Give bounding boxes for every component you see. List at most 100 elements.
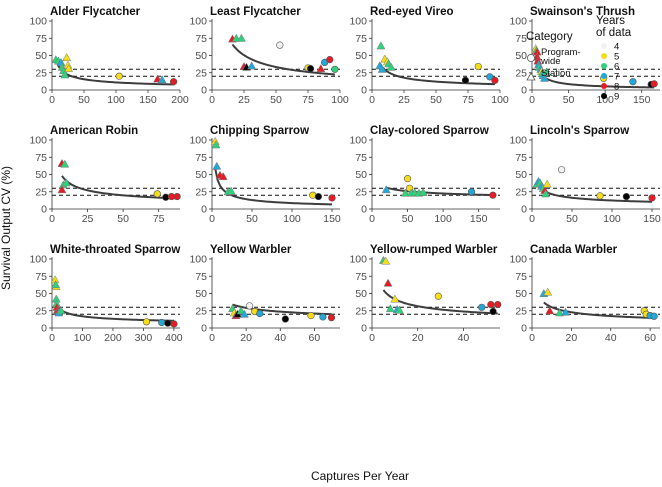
- x-tick-label: 20: [566, 332, 578, 344]
- station-point: [56, 306, 66, 315]
- program-wide-point: [489, 307, 497, 316]
- x-tick-label: 100: [331, 94, 349, 106]
- y-tick-label: 100: [349, 135, 367, 147]
- program-wide-point: [327, 314, 336, 322]
- fit-curve: [214, 168, 333, 206]
- x-tick-label: 50: [270, 94, 282, 106]
- y-tick-label: 0: [361, 323, 367, 335]
- x-tick-label: 75: [462, 94, 474, 106]
- x-tick-label: 60: [644, 332, 656, 344]
- y-tick-label: 25: [515, 305, 527, 317]
- legend-years-title: Years: [596, 15, 625, 27]
- x-tick-label: 0: [529, 94, 535, 106]
- x-tick-label: 400: [165, 332, 183, 344]
- x-axis-label: Captures Per Year: [311, 469, 409, 483]
- y-tick-label: 75: [355, 152, 367, 164]
- station-point: [541, 189, 551, 198]
- y-tick-label: 100: [189, 16, 207, 28]
- program-wide-point: [461, 76, 470, 84]
- x-tick-label: 50: [246, 213, 258, 225]
- x-tick-label: 150: [633, 94, 651, 106]
- y-tick-label: 50: [35, 50, 47, 62]
- station-point: [60, 70, 70, 79]
- panel-title: Canada Warbler: [530, 244, 618, 256]
- y-tick-label: 25: [355, 305, 367, 317]
- x-tick-label: 25: [82, 213, 94, 225]
- y-tick-label: 50: [515, 50, 527, 62]
- station-point: [218, 172, 228, 181]
- x-tick-label: 100: [434, 213, 452, 225]
- station-point: [381, 256, 391, 265]
- x-tick-label: 75: [302, 94, 314, 106]
- y-tick-label: 100: [349, 16, 367, 28]
- panel-title: Red-eyed Vireo: [370, 6, 454, 18]
- panel-title: Chipping Sparrow: [210, 125, 309, 137]
- y-tick-label: 0: [361, 204, 367, 216]
- legend-circle-icon: [527, 54, 536, 63]
- x-tick-label: 20: [240, 332, 252, 344]
- y-tick-label: 0: [41, 85, 47, 97]
- x-tick-label: 75: [153, 213, 165, 225]
- x-tick-label: 150: [643, 213, 661, 225]
- x-tick-label: 150: [139, 94, 157, 106]
- station-point: [542, 67, 552, 76]
- station-point: [247, 61, 257, 70]
- y-tick-label: 25: [195, 305, 207, 317]
- y-tick-label: 100: [509, 254, 527, 266]
- y-tick-label: 50: [515, 288, 527, 300]
- panel-title: Least Flycatcher: [210, 6, 301, 18]
- program-wide-point: [650, 312, 658, 320]
- y-tick-label: 25: [355, 67, 367, 79]
- program-wide-point: [467, 188, 476, 196]
- y-tick-label: 50: [195, 288, 207, 300]
- station-point: [542, 179, 552, 188]
- panel-title: Alder Flycatcher: [50, 6, 141, 18]
- station-point: [51, 280, 61, 288]
- x-tick-label: 40: [274, 332, 286, 344]
- panel: Lincoln's Sparrow 0 25 50 75 100 0 50 100 150: [509, 125, 660, 225]
- program-wide-point: [281, 315, 289, 323]
- y-tick-label: 50: [355, 169, 367, 181]
- x-tick-label: 0: [209, 213, 215, 225]
- x-tick-label: 0: [209, 332, 215, 344]
- program-wide-point: [434, 292, 442, 300]
- program-wide-point: [158, 318, 166, 327]
- program-wide-point: [331, 65, 339, 73]
- station-point: [62, 53, 72, 62]
- program-wide-point: [474, 62, 482, 71]
- legend-years-title: of data: [596, 27, 632, 39]
- y-tick-label: 25: [195, 67, 207, 79]
- x-tick-label: 150: [470, 213, 488, 225]
- y-tick-label: 75: [515, 33, 527, 45]
- fit-curve: [61, 175, 178, 200]
- x-tick-label: 0: [209, 94, 215, 106]
- station-point: [385, 304, 395, 313]
- station-point: [555, 308, 564, 317]
- program-wide-point: [648, 194, 656, 202]
- y-tick-label: 0: [201, 85, 207, 97]
- x-tick-label: 100: [107, 94, 125, 106]
- y-tick-label: 0: [361, 85, 367, 97]
- x-tick-label: 50: [566, 213, 578, 225]
- x-tick-label: 25: [238, 94, 250, 106]
- legend-category-title: Category: [526, 31, 573, 43]
- y-tick-label: 50: [195, 50, 207, 62]
- program-wide-point: [557, 166, 566, 174]
- y-tick-label: 25: [515, 67, 527, 79]
- x-tick-label: 0: [369, 332, 375, 344]
- legend-year-swatch: [601, 73, 607, 79]
- panel-title: Lincoln's Sparrow: [530, 125, 629, 137]
- station-point: [400, 188, 410, 197]
- x-tick-label: 0: [49, 213, 55, 225]
- y-tick-label: 75: [195, 152, 207, 164]
- x-tick-label: 50: [563, 94, 575, 106]
- program-wide-point: [142, 318, 151, 326]
- panel: Clay-colored Sparrow 0 25 50 75 100 0 50 100 150: [349, 125, 500, 225]
- fit-curve: [535, 182, 653, 203]
- panel-title: Yellow-rumped Warbler: [370, 244, 498, 256]
- x-tick-label: 25: [398, 94, 410, 106]
- y-tick-label: 50: [35, 288, 47, 300]
- x-tick-label: 100: [596, 94, 614, 106]
- station-point: [157, 75, 167, 84]
